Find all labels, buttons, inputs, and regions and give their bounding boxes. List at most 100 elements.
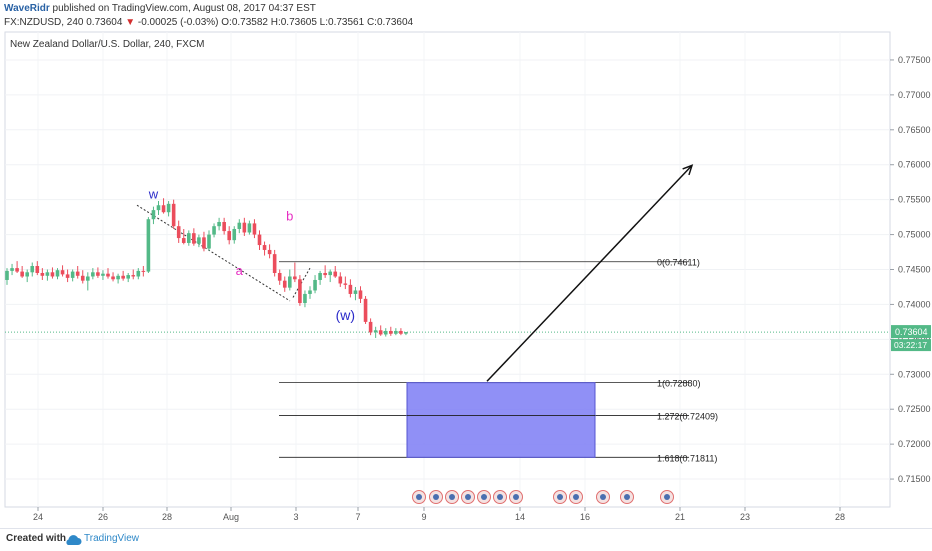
candle-body <box>10 268 14 271</box>
candle-body <box>126 275 130 279</box>
candle-body <box>348 284 353 294</box>
candle-body <box>116 275 120 280</box>
candle-body <box>333 271 338 277</box>
last-price: 0.73604 <box>86 17 123 28</box>
target-box <box>406 382 596 458</box>
candle-body <box>328 271 332 276</box>
economic-event-flag-icon <box>449 494 455 500</box>
candle-body <box>111 276 115 280</box>
candle-body <box>212 226 216 235</box>
projection-arrow <box>486 164 693 382</box>
y-tick-label: 0.77500 <box>898 55 931 65</box>
candle-body <box>101 273 105 276</box>
candle-body <box>207 234 211 249</box>
candle-body <box>45 272 50 276</box>
countdown-badge <box>891 339 931 352</box>
candle-body <box>30 266 35 273</box>
y-tick-label: 0.71500 <box>898 474 931 484</box>
candle-body <box>181 238 186 243</box>
price-chart[interactable]: 0.77500 0.77000 0.76500 0.76000 0.75500 0.750… <box>0 30 932 528</box>
projection-arrow-head <box>682 164 694 176</box>
candle-body <box>5 270 9 280</box>
candle-body <box>65 274 70 278</box>
change-down-icon: ▼ <box>125 17 136 28</box>
wave-label: b <box>286 209 293 224</box>
y-tick-label: 0.72000 <box>898 439 931 449</box>
candle-body <box>358 290 363 299</box>
y-tick-label: 0.76500 <box>898 125 931 135</box>
candle-body <box>313 279 317 291</box>
economic-event-flag-icon <box>557 494 563 500</box>
candle-body <box>197 237 201 244</box>
candle-body <box>202 237 206 249</box>
wave-label: (w) <box>336 307 355 323</box>
x-tick-label: 9 <box>421 512 426 522</box>
economic-event-flag-icon <box>433 494 439 500</box>
candle-body <box>222 222 226 232</box>
y-tick-label: 0.75500 <box>898 195 931 205</box>
created-with-label: Created with <box>6 533 67 544</box>
candle-body <box>60 270 65 275</box>
candle-body <box>146 219 151 272</box>
candle-body <box>91 272 95 277</box>
y-tick-label: 0.72500 <box>898 404 931 414</box>
economic-event-flag-icon <box>600 494 606 500</box>
candle-body <box>247 223 252 233</box>
x-tick-label: 16 <box>580 512 590 522</box>
candle-body <box>394 330 398 334</box>
economic-event-flag-icon <box>664 494 670 500</box>
candle-body <box>106 273 110 277</box>
x-tick-label: 28 <box>162 512 172 522</box>
candle-body <box>288 276 292 288</box>
candle-body <box>141 270 146 272</box>
candle-body <box>232 228 237 241</box>
y-tick-label: 0.74500 <box>898 265 931 275</box>
candle-body <box>363 298 368 322</box>
candle-body <box>217 222 221 227</box>
tradingview-cloud-icon <box>66 535 82 545</box>
candle-body <box>50 272 55 277</box>
y-tick-label: 0.75000 <box>898 230 931 240</box>
fib-level-label: 1(0.72880) <box>657 379 701 389</box>
candle-body <box>378 330 383 335</box>
candle-body <box>353 290 358 294</box>
last-price-badge <box>891 325 931 339</box>
x-tick-label: 3 <box>293 512 298 522</box>
fib-level-label: 0(0.74611) <box>657 258 700 268</box>
publish-line: WaveRidr published on TradingView.com, A… <box>4 3 316 14</box>
symbol-label[interactable]: FX:NZDUSD, 240 <box>4 17 84 28</box>
x-tick-label: 14 <box>515 512 525 522</box>
candle-body <box>80 275 85 281</box>
chart-header: WaveRidr published on TradingView.com, A… <box>0 0 932 30</box>
author-link[interactable]: WaveRidr <box>4 3 50 14</box>
candle-body <box>166 203 171 213</box>
footer-bar: Created with TradingView <box>0 528 932 551</box>
fib-level-label: 1.618(0.71811) <box>657 453 717 463</box>
tradingview-brand-link[interactable]: TradingView <box>84 533 140 544</box>
y-tick-label: 0.73000 <box>898 369 931 379</box>
candle-body <box>40 272 45 276</box>
x-tick-label: 28 <box>835 512 845 522</box>
candle-body <box>303 293 307 304</box>
candle-body <box>298 279 302 304</box>
candle-body <box>25 272 29 277</box>
candle-body <box>227 231 231 241</box>
economic-event-flag-icon <box>416 494 422 500</box>
fib-level-label: 1.272(0.72409) <box>657 412 718 422</box>
candle-body <box>308 290 312 294</box>
candle-body <box>318 272 322 280</box>
wave-label: w <box>148 186 159 201</box>
candle-body <box>192 233 196 244</box>
x-tick-label: 7 <box>355 512 360 522</box>
candle-body <box>70 271 75 278</box>
economic-event-flag-icon <box>465 494 471 500</box>
x-tick-label: 24 <box>33 512 43 522</box>
candle-body <box>404 332 408 334</box>
candle-body <box>383 330 388 335</box>
candle-body <box>20 271 24 277</box>
candle-body <box>257 234 262 246</box>
candle-body <box>121 275 125 279</box>
candle-body <box>373 330 378 333</box>
candle-body <box>368 321 373 333</box>
candle-body <box>293 276 297 280</box>
